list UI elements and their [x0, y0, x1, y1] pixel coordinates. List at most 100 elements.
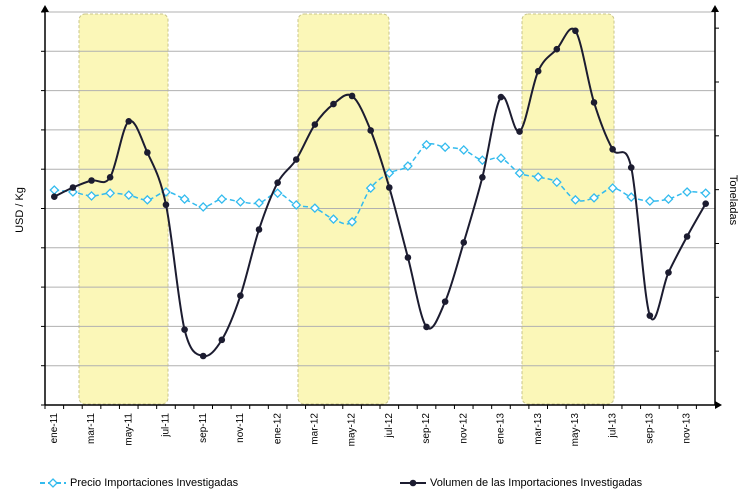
- point: [514, 168, 525, 179]
- x-tick-label: jul-12: [384, 413, 395, 439]
- x-tick-label: ene-13: [496, 413, 507, 445]
- point: [683, 233, 691, 240]
- point: [272, 188, 283, 199]
- x-tick-label: may-11: [123, 413, 134, 446]
- point: [106, 173, 114, 181]
- y2-axis-title: Toneladas: [727, 175, 739, 226]
- point: [181, 326, 188, 333]
- x-tick-label: sep-13: [645, 413, 656, 444]
- point: [440, 142, 451, 153]
- point: [477, 155, 488, 166]
- point: [570, 194, 581, 205]
- x-tick-label: nov-13: [682, 413, 693, 444]
- point: [421, 139, 432, 150]
- point: [198, 202, 209, 212]
- legend-marker: [409, 479, 417, 487]
- point: [589, 192, 599, 203]
- legend-marker: [48, 478, 58, 488]
- x-tick-label: may-12: [347, 413, 358, 447]
- x-tick-label: nov-12: [458, 413, 469, 444]
- x-tick-label: sep-11: [198, 413, 209, 443]
- point: [328, 214, 339, 225]
- point: [682, 187, 693, 197]
- axis-arrow: [711, 5, 719, 12]
- point: [311, 121, 319, 128]
- point: [441, 298, 449, 305]
- x-tick-label: mar-12: [310, 413, 321, 445]
- point: [179, 194, 190, 204]
- point: [700, 188, 711, 199]
- x-tick-label: mar-13: [533, 413, 544, 445]
- point: [516, 128, 523, 135]
- point: [609, 145, 616, 153]
- point: [386, 184, 393, 191]
- point: [365, 183, 376, 193]
- point: [384, 168, 395, 179]
- x-tick-label: ene-12: [272, 413, 283, 445]
- point: [458, 145, 469, 155]
- point: [496, 153, 506, 164]
- legend-item: Precio Importaciones Investigadas: [40, 477, 239, 489]
- point: [199, 352, 207, 360]
- point: [497, 93, 505, 101]
- point: [404, 254, 412, 261]
- point: [347, 216, 358, 227]
- point: [423, 323, 430, 331]
- point: [162, 201, 170, 209]
- x-tick-label: may-13: [570, 413, 581, 447]
- point: [69, 184, 77, 191]
- point: [626, 192, 637, 203]
- x-tick-label: mar-11: [86, 413, 97, 444]
- point: [123, 190, 134, 201]
- point: [590, 99, 598, 106]
- x-tick-label: ene-11: [49, 413, 60, 444]
- point: [274, 179, 281, 186]
- point: [86, 191, 97, 201]
- point: [551, 177, 562, 188]
- point: [291, 200, 302, 210]
- point: [49, 185, 60, 195]
- y-axis-title: USD / Kg: [14, 187, 26, 233]
- plot: [49, 27, 711, 360]
- x-tick-label: nov-11: [235, 413, 246, 443]
- point: [665, 269, 672, 276]
- point: [292, 156, 300, 163]
- point: [144, 149, 151, 156]
- point: [367, 127, 374, 134]
- point: [255, 226, 263, 233]
- x-tick-label: jul-11: [161, 413, 172, 438]
- point: [627, 164, 635, 171]
- legend-label: Volumen de las Importaciones Investigada…: [430, 477, 643, 489]
- point: [460, 239, 468, 246]
- point: [105, 188, 116, 199]
- point: [644, 196, 655, 206]
- point: [607, 183, 618, 193]
- legend-label: Precio Importaciones Investigadas: [70, 477, 239, 489]
- point: [553, 45, 561, 53]
- point: [479, 173, 486, 181]
- point: [51, 193, 58, 200]
- point: [142, 194, 153, 205]
- point: [125, 117, 133, 125]
- point: [235, 196, 246, 207]
- x-tick-label: jul-13: [607, 413, 618, 439]
- point: [88, 177, 95, 184]
- point: [237, 292, 244, 300]
- x-tick-label: sep-12: [421, 413, 432, 444]
- point: [330, 100, 337, 108]
- legend-item: Volumen de las Importaciones Investigada…: [400, 477, 643, 489]
- point: [402, 161, 413, 171]
- axis-arrow: [715, 401, 722, 409]
- point: [663, 194, 674, 204]
- point: [218, 336, 226, 344]
- point: [309, 203, 320, 214]
- axis-arrow: [41, 5, 49, 12]
- point: [348, 92, 356, 100]
- point: [534, 67, 542, 75]
- point: [702, 200, 709, 207]
- point: [254, 198, 264, 208]
- point: [533, 172, 544, 182]
- point: [646, 312, 654, 319]
